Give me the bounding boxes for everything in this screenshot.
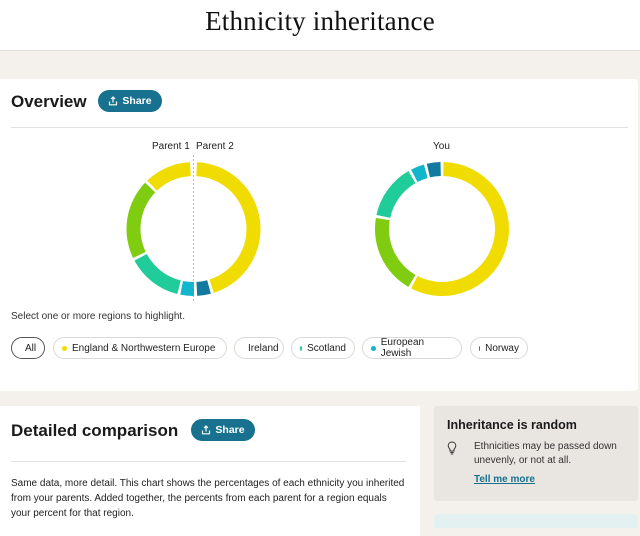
overview-divider (11, 127, 628, 128)
you-label: You (433, 141, 450, 152)
donut-segment (376, 171, 416, 218)
filter-pill[interactable]: Norway (470, 337, 528, 359)
filter-label: England & Northwestern Europe (72, 342, 216, 354)
filter-label: Norway (485, 342, 519, 354)
donut-segment (147, 162, 191, 191)
share-label: Share (122, 95, 152, 107)
filter-pill[interactable]: All (11, 337, 45, 359)
random-title: Inheritance is random (447, 418, 577, 432)
next-card-edge (434, 514, 638, 528)
filter-label: European Jewish (380, 337, 425, 359)
filter-pill[interactable]: England & Northwestern Europe (53, 337, 227, 359)
top-header: Ethnicity inheritance (0, 0, 640, 51)
donut-segment (196, 162, 261, 293)
donut-segment (126, 182, 156, 258)
region-dot (479, 345, 481, 351)
filter-pill[interactable]: European Jewish (362, 337, 462, 359)
highlight-hint: Select one or more regions to highlight. (11, 311, 185, 322)
overview-title: Overview (11, 92, 87, 111)
filter-label: Scotland (307, 342, 346, 354)
share-icon (202, 425, 211, 435)
lightbulb-icon (447, 441, 457, 455)
overview-card: Overview Share Parent 1 Parent 2 You Sel… (0, 79, 638, 391)
tell-me-more-link[interactable]: Tell me more (474, 474, 535, 485)
overview-share-button[interactable]: Share (98, 90, 162, 112)
filter-label: All (25, 342, 37, 354)
filter-label: Ireland (248, 342, 279, 354)
parent1-label: Parent 1 (152, 141, 190, 152)
donut-segment (180, 280, 195, 296)
detail-card: Detailed comparison Share Same data, mor… (0, 406, 420, 536)
filter-pill[interactable]: Scotland (291, 337, 355, 359)
detail-share-button[interactable]: Share (191, 419, 255, 441)
donut-segment (134, 254, 181, 295)
you-donut (375, 162, 509, 296)
donut-segment (375, 217, 416, 287)
detail-divider (11, 461, 406, 462)
donut-segment (411, 162, 509, 296)
region-dot (300, 345, 303, 351)
page-title: Ethnicity inheritance (205, 6, 435, 36)
share-label: Share (215, 424, 245, 436)
donut-segment (196, 280, 211, 296)
parent2-label: Parent 2 (196, 141, 234, 152)
random-text: Ethnicities may be passed down unevenly,… (474, 441, 617, 466)
share-icon (109, 96, 118, 106)
donut-segment (426, 162, 441, 178)
donut-segment (411, 164, 428, 182)
region-dot (62, 345, 67, 351)
detail-description: Same data, more detail. This chart shows… (11, 478, 405, 519)
filter-pill[interactable]: Ireland (234, 337, 284, 359)
detail-title: Detailed comparison (11, 421, 179, 440)
region-dot (371, 345, 376, 351)
parents-donut (126, 155, 261, 301)
inheritance-random-card: Inheritance is random Ethnicities may be… (434, 406, 638, 501)
